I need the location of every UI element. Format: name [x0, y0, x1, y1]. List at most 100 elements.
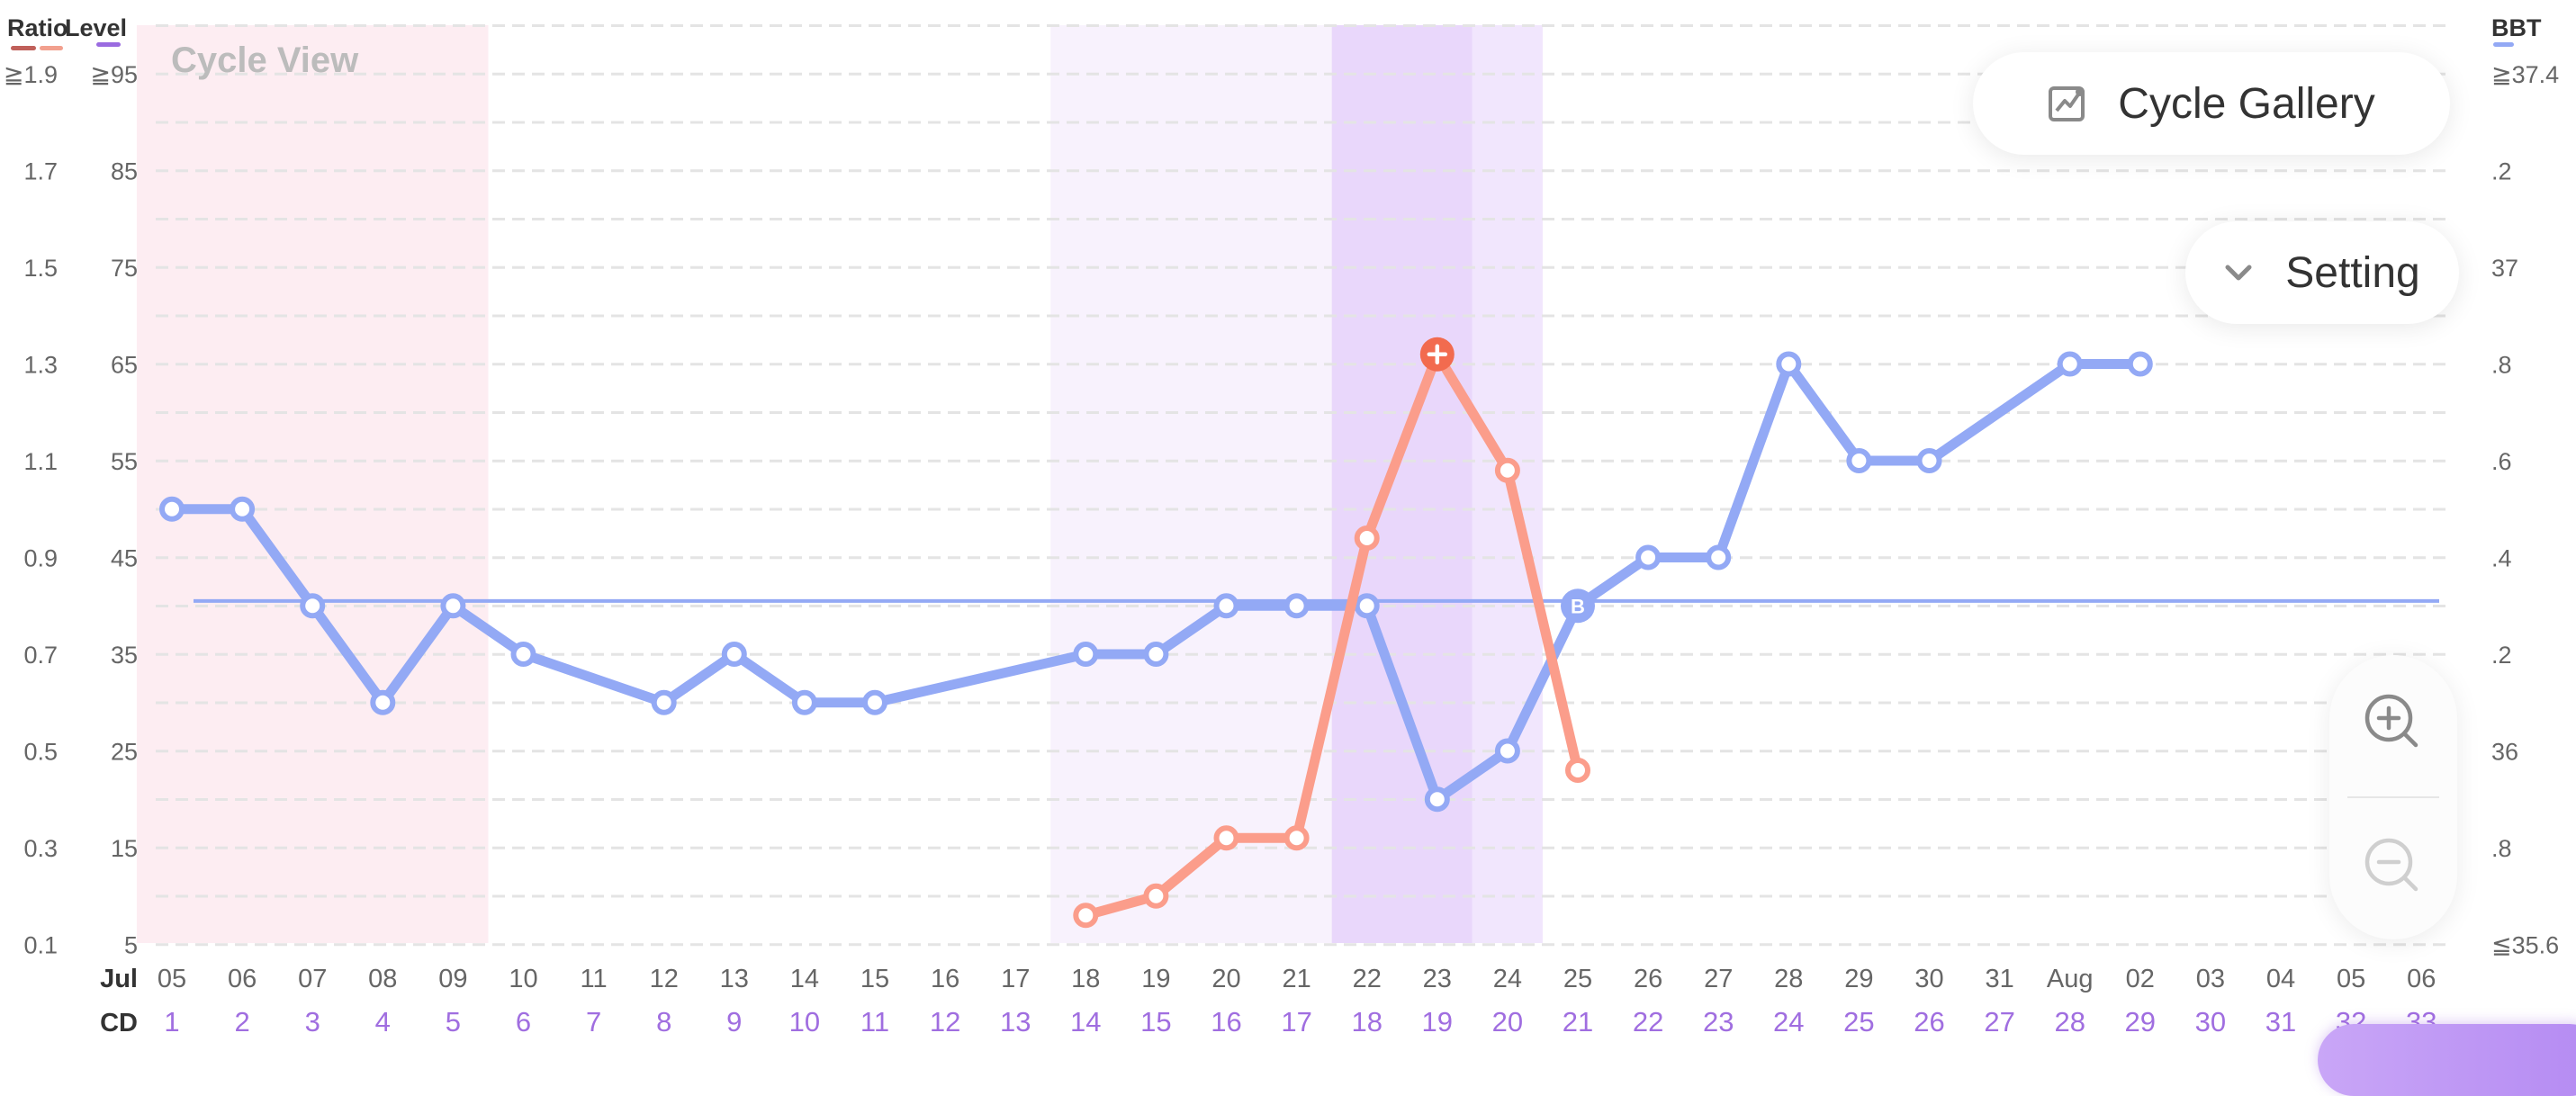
data-point[interactable]: [1143, 642, 1169, 667]
marker-point[interactable]: [1561, 588, 1595, 624]
date-tick-label: 12: [650, 965, 679, 993]
level-tick-label: ≧95: [90, 61, 138, 88]
data-point[interactable]: [1424, 786, 1450, 813]
cycle-day-label: 13: [1000, 1006, 1031, 1038]
data-point[interactable]: [1846, 448, 1872, 473]
data-point[interactable]: [510, 642, 536, 667]
zoom-out-icon: [2364, 838, 2418, 892]
cycle-day-label: 17: [1281, 1006, 1311, 1038]
date-tick-label: 22: [1353, 965, 1382, 993]
date-tick-label: 26: [1634, 965, 1662, 993]
data-point[interactable]: [1565, 758, 1590, 783]
date-tick-label: 31: [1985, 965, 2013, 993]
cycle-day-label: 5: [446, 1006, 461, 1038]
level-underline: [96, 42, 121, 47]
date-tick-label: Aug: [2047, 965, 2094, 993]
date-tick-label: 29: [1844, 965, 1873, 993]
zoom-in-button[interactable]: [2329, 655, 2457, 790]
date-tick-label: 06: [228, 965, 257, 993]
date-tick-label: 15: [860, 965, 889, 993]
date-tick-label: 04: [2266, 965, 2295, 993]
data-point[interactable]: [1283, 825, 1310, 851]
data-point[interactable]: [1213, 593, 1239, 619]
data-point[interactable]: [791, 689, 817, 715]
data-point[interactable]: [2057, 351, 2083, 377]
date-tick-label: 30: [1914, 965, 1943, 993]
date-tick-label: 10: [509, 965, 537, 993]
data-point[interactable]: [1494, 738, 1520, 764]
bbt-tick-label: .2: [2491, 642, 2512, 669]
data-point[interactable]: [159, 496, 185, 522]
ratio-tick-label: 0.9: [23, 545, 58, 572]
data-point[interactable]: [1776, 351, 1802, 377]
date-tick-label: 17: [1001, 965, 1030, 993]
date-tick-label: 14: [790, 965, 819, 993]
data-point[interactable]: [1635, 544, 1662, 570]
data-point[interactable]: [651, 689, 677, 715]
level-tick-label: 75: [111, 255, 138, 282]
data-point[interactable]: [1706, 544, 1732, 570]
cycle-day-label: 30: [2195, 1006, 2226, 1038]
cycle-day-label: 14: [1070, 1006, 1101, 1038]
next-cycle-day-label: 5: [1851, 1046, 1867, 1047]
date-tick-label: 08: [368, 965, 397, 993]
data-point[interactable]: [862, 689, 887, 715]
date-tick-label: 02: [2126, 965, 2155, 993]
band-peak-fertile: [1331, 25, 1473, 943]
bbt-tick-label: ≦35.6: [2491, 932, 2559, 959]
data-point[interactable]: [2127, 351, 2153, 377]
date-tick-label: 13: [720, 965, 749, 993]
cycle-gallery-button[interactable]: Cycle Gallery: [1973, 52, 2450, 155]
data-point[interactable]: [1354, 593, 1380, 619]
data-point[interactable]: [230, 496, 256, 522]
date-tick-label: 11: [581, 965, 608, 993]
bottom-action-button[interactable]: [2318, 1024, 2576, 1096]
level-tick-label: 55: [111, 448, 138, 475]
data-point[interactable]: [1283, 593, 1310, 619]
cycle-day-label: 12: [930, 1006, 960, 1038]
setting-button[interactable]: Setting: [2185, 221, 2459, 324]
chart-gallery-icon: [2049, 86, 2085, 121]
zoom-in-icon: [2364, 694, 2418, 748]
date-tick-label: 24: [1493, 965, 1522, 993]
ratio-tick-label: 0.1: [23, 932, 58, 959]
next-cycle-day-label: 6: [1922, 1046, 1937, 1047]
data-point[interactable]: [721, 642, 747, 667]
bbt-tick-label: .4: [2491, 545, 2512, 572]
data-point[interactable]: [1143, 883, 1169, 909]
data-point[interactable]: [1213, 825, 1239, 851]
level-tick-label: 35: [111, 642, 138, 669]
data-point[interactable]: [1073, 642, 1099, 667]
data-point[interactable]: [1073, 903, 1099, 929]
ratio-tick-label: 0.3: [23, 835, 58, 862]
level-tick-label: 5: [124, 932, 138, 959]
cycle-day-label: 21: [1563, 1006, 1593, 1038]
data-point[interactable]: [1354, 526, 1380, 551]
bbt-axis-label: BBT: [2491, 14, 2542, 41]
cycle-day-label: 10: [789, 1006, 820, 1038]
level-tick-label: 45: [111, 545, 138, 572]
ratio-tick-label: 1.1: [23, 448, 58, 475]
data-point[interactable]: [440, 593, 466, 619]
data-point[interactable]: [300, 593, 326, 619]
cycle-day-label: 25: [1843, 1006, 1874, 1038]
cycle-day-label: 3: [305, 1006, 320, 1038]
next-cycle-day-label: 4: [1781, 1046, 1797, 1047]
data-point[interactable]: [1916, 448, 1942, 473]
data-point[interactable]: [1494, 457, 1520, 483]
cycle-day-label: 7: [586, 1006, 601, 1038]
next-cycle-day-label: 9: [2132, 1046, 2148, 1047]
bbt-tick-label: ≧37.4: [2491, 61, 2559, 88]
series-line-lh-level: [1080, 349, 1583, 921]
bbt-tick-label: .2: [2491, 158, 2512, 185]
band-period: [136, 25, 489, 943]
next-cycle-day-label: 7: [1992, 1046, 2007, 1047]
cycle-day-label: 20: [1492, 1006, 1523, 1038]
data-point[interactable]: [370, 689, 396, 715]
chevron-down-icon: [2225, 265, 2252, 281]
zoom-out-button[interactable]: [2329, 799, 2457, 934]
cycle-day-label: 19: [1422, 1006, 1453, 1038]
date-tick-label: 05: [2337, 965, 2365, 993]
